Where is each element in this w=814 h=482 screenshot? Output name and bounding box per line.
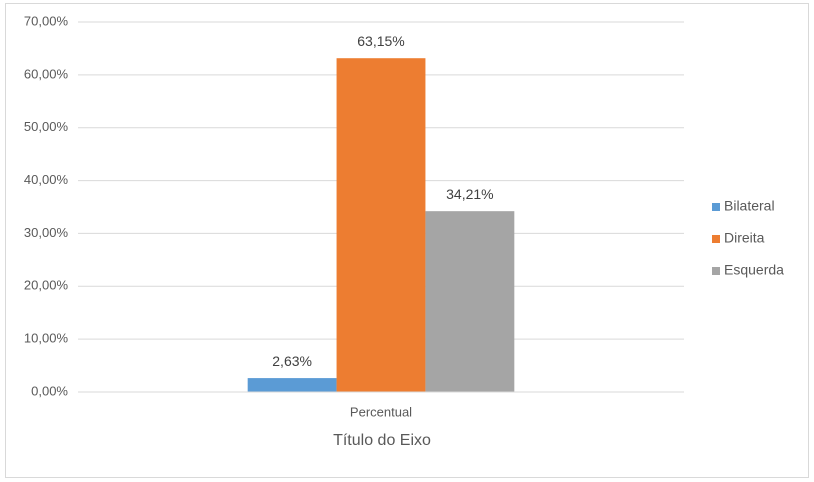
y-tick-label: 30,00% xyxy=(24,225,69,240)
data-label: 2,63% xyxy=(272,353,312,369)
legend-swatch xyxy=(712,235,720,243)
legend-label: Direita xyxy=(724,230,765,246)
y-tick-label: 40,00% xyxy=(24,172,69,187)
y-tick-label: 10,00% xyxy=(24,331,69,346)
x-axis-title: Título do Eixo xyxy=(333,432,431,449)
legend-label: Esquerda xyxy=(724,262,784,278)
y-tick-label: 20,00% xyxy=(24,278,69,293)
y-tick-label: 60,00% xyxy=(24,66,69,81)
bar xyxy=(336,58,426,392)
legend-swatch xyxy=(712,267,720,275)
y-tick-label: 50,00% xyxy=(24,119,69,134)
y-tick-label: 0,00% xyxy=(31,383,68,398)
data-label: 63,15% xyxy=(357,33,404,49)
legend-label: Bilateral xyxy=(724,198,775,214)
y-tick-label: 70,00% xyxy=(24,13,69,28)
legend-swatch xyxy=(712,203,720,211)
data-label: 34,21% xyxy=(446,186,493,202)
bar xyxy=(425,211,515,392)
x-tick-label: Percentual xyxy=(350,404,412,419)
bar xyxy=(247,378,337,392)
